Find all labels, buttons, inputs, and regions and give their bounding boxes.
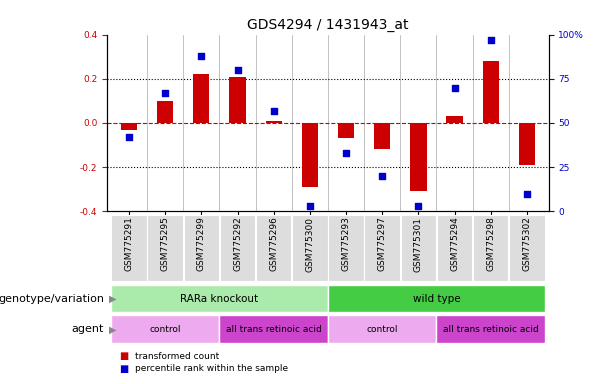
Text: GSM775295: GSM775295 (161, 217, 170, 271)
Point (450, 84, 460, 91)
Bar (193, 74, 210, 123)
Text: GSM775298: GSM775298 (486, 217, 495, 271)
Point (305, 203, 314, 209)
Point (486, 37, 496, 43)
FancyBboxPatch shape (111, 316, 219, 343)
Bar (410, 123, 427, 191)
Text: GSM775294: GSM775294 (450, 217, 459, 271)
Title: GDS4294 / 1431943_at: GDS4294 / 1431943_at (247, 18, 409, 32)
Text: control: control (367, 325, 398, 334)
Text: GSM775302: GSM775302 (522, 217, 531, 271)
Bar (446, 116, 463, 123)
Point (378, 173, 387, 179)
Text: GSM775293: GSM775293 (341, 217, 351, 271)
Point (196, 53, 206, 59)
Text: RARa knockout: RARa knockout (180, 293, 259, 304)
Bar (229, 76, 246, 123)
FancyBboxPatch shape (509, 215, 545, 281)
Point (268, 108, 278, 114)
FancyBboxPatch shape (111, 285, 328, 313)
FancyBboxPatch shape (473, 215, 508, 281)
Bar (374, 123, 390, 149)
Text: GSM775300: GSM775300 (305, 217, 314, 271)
Text: GSM775292: GSM775292 (233, 217, 242, 271)
Text: GSM775301: GSM775301 (414, 217, 423, 271)
FancyBboxPatch shape (329, 215, 364, 281)
FancyBboxPatch shape (365, 215, 400, 281)
Text: genotype/variation: genotype/variation (0, 293, 104, 304)
Text: control: control (150, 325, 181, 334)
FancyBboxPatch shape (292, 215, 327, 281)
Point (160, 90, 170, 96)
FancyBboxPatch shape (184, 215, 219, 281)
FancyBboxPatch shape (401, 215, 436, 281)
Bar (519, 123, 535, 165)
Text: agent: agent (72, 324, 104, 334)
Point (522, 190, 532, 197)
Bar (265, 121, 282, 123)
Bar (157, 101, 173, 123)
Text: percentile rank within the sample: percentile rank within the sample (135, 364, 288, 373)
Text: ■: ■ (120, 364, 129, 374)
Text: GSM775291: GSM775291 (124, 217, 134, 271)
FancyBboxPatch shape (436, 316, 545, 343)
Text: ▶: ▶ (109, 293, 116, 304)
FancyBboxPatch shape (111, 215, 147, 281)
Point (124, 134, 134, 140)
Text: all trans retinoic acid: all trans retinoic acid (443, 325, 539, 334)
Point (414, 203, 424, 209)
FancyBboxPatch shape (220, 215, 255, 281)
FancyBboxPatch shape (328, 316, 436, 343)
Text: ■: ■ (120, 351, 129, 361)
FancyBboxPatch shape (148, 215, 183, 281)
FancyBboxPatch shape (328, 285, 545, 313)
Text: ▶: ▶ (109, 324, 116, 334)
Text: GSM775296: GSM775296 (269, 217, 278, 271)
Bar (121, 123, 137, 129)
Point (341, 150, 351, 156)
Text: all trans retinoic acid: all trans retinoic acid (226, 325, 322, 334)
Text: wild type: wild type (413, 293, 460, 304)
Bar (302, 123, 318, 187)
Text: GSM775297: GSM775297 (378, 217, 387, 271)
Text: transformed count: transformed count (135, 352, 219, 361)
FancyBboxPatch shape (219, 316, 328, 343)
Bar (338, 123, 354, 138)
FancyBboxPatch shape (437, 215, 472, 281)
FancyBboxPatch shape (256, 215, 291, 281)
Bar (482, 61, 499, 123)
Text: GSM775299: GSM775299 (197, 217, 206, 271)
Point (232, 67, 242, 73)
